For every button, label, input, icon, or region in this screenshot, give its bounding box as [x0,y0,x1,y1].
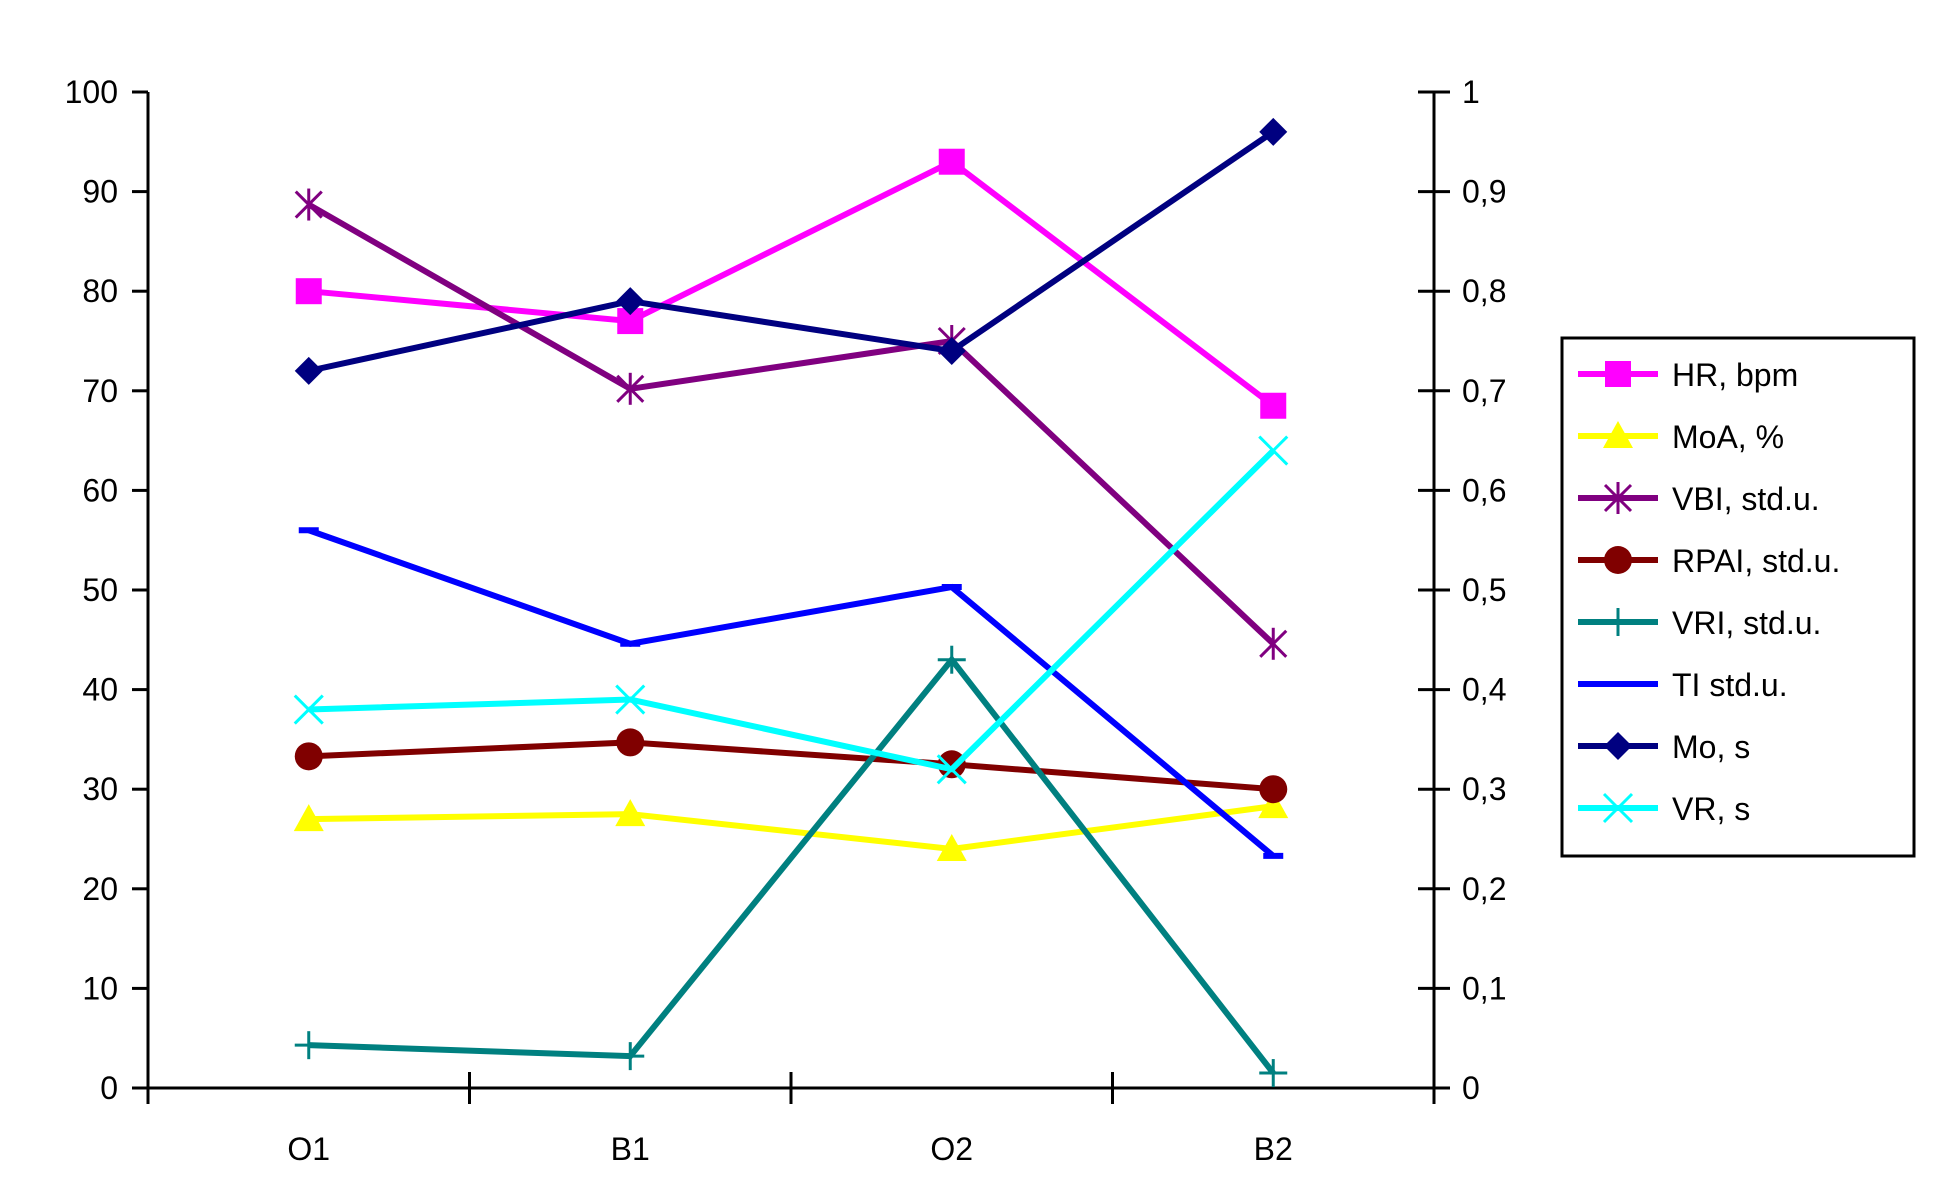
legend-label-vr-s: VR, s [1672,791,1750,827]
y-right-tick-label: 0,9 [1462,174,1506,210]
data-point-vr-s [1258,435,1289,466]
series-line-mo-s [308,129,1275,374]
data-point-mo-s [1259,117,1288,146]
data-point-vri-std-u [616,1042,645,1071]
y-left-tick-label: 50 [82,572,118,608]
y-right-tick-label: 0,1 [1462,970,1506,1006]
y-left-tick-label: 0 [100,1070,118,1106]
legend-marker-hr-bpm [1605,361,1631,387]
y-right-tick-label: 0 [1462,1070,1480,1106]
legend-label-vbi-std-u: VBI, std.u. [1672,481,1820,517]
data-point-vri-std-u [294,1031,323,1060]
legend-marker-rpai-std-u [1604,546,1632,574]
legend-box [1560,336,1916,858]
data-point-moa [615,799,646,827]
x-tick-label: B1 [611,1131,650,1167]
data-point-hr-bpm [1260,392,1287,419]
data-point-vbi-std-u [1259,627,1288,660]
data-point-vbi-std-u [294,188,323,221]
y-right-tick-label: 0,4 [1462,672,1506,708]
data-point-mo-s [294,356,323,385]
y-left-tick-label: 90 [82,174,118,210]
legend-label-moa: MoA, % [1672,419,1784,455]
y-right-tick-label: 0,3 [1462,771,1506,807]
data-point-rpai-std-u [1259,775,1288,804]
legend-label-mo-s: Mo, s [1672,729,1750,765]
data-point-rpai-std-u [937,750,966,779]
data-point-vr-s [936,754,967,785]
y-right-tick-label: 1 [1462,74,1480,110]
data-point-mo-s [616,287,645,316]
y-right-tick-label: 0,2 [1462,871,1506,907]
y-right-tick-label: 0,6 [1462,472,1506,508]
data-point-vri-std-u [937,645,966,674]
y-right-tick-label: 0,8 [1462,273,1506,309]
y-left-tick-label: 10 [82,970,118,1006]
data-point-moa [1258,791,1289,819]
series-line-vr-s [308,448,1276,773]
legend-label-ti-std-u: TI std.u. [1672,667,1788,703]
series-line-vri-std-u [308,654,1276,1075]
legend-marker-vbi-std-u [1603,482,1633,514]
y-left-tick-label: 70 [82,373,118,409]
legend-marker-mo-s [1604,732,1632,760]
series-line-vbi-std-u [307,201,1276,646]
data-point-vr-s [615,684,646,715]
legend-label-rpai-std-u: RPAI, std.u. [1672,543,1840,579]
legend-label-vri-std-u: VRI, std.u. [1672,605,1821,641]
data-point-rpai-std-u [616,728,645,757]
x-tick-label: B2 [1254,1131,1293,1167]
legend-label-hr-bpm: HR, bpm [1672,357,1798,393]
y-left-tick-label: 40 [82,672,118,708]
y-left-tick-label: 80 [82,273,118,309]
legend-marker-vri-std-u [1604,608,1632,636]
y-left-tick-label: 60 [82,472,118,508]
series-line-rpai-std-u [308,739,1274,793]
data-point-mo-s [937,336,966,365]
data-point-vri-std-u [1259,1059,1288,1088]
y-left-tick-label: 30 [82,771,118,807]
data-point-moa [936,833,967,861]
series-line-ti-std-u [307,527,1276,859]
data-point-rpai-std-u [294,742,323,771]
data-point-vr-s [293,694,324,725]
series-line-hr-bpm [308,158,1276,409]
y-right-tick-label: 0,7 [1462,373,1506,409]
data-point-hr-bpm [938,148,965,175]
data-point-moa [293,804,324,832]
data-point-vbi-std-u [616,372,645,405]
series-line-moa [308,803,1274,852]
data-point-hr-bpm [295,278,322,305]
legend-marker-moa [1603,421,1633,448]
y-left-tick-label: 100 [65,74,118,110]
y-right-tick-label: 0,5 [1462,572,1506,608]
x-tick-label: O2 [930,1131,973,1167]
y-left-tick-label: 20 [82,871,118,907]
legend-marker-vr-s [1602,792,1634,824]
x-tick-label: O1 [287,1131,330,1167]
